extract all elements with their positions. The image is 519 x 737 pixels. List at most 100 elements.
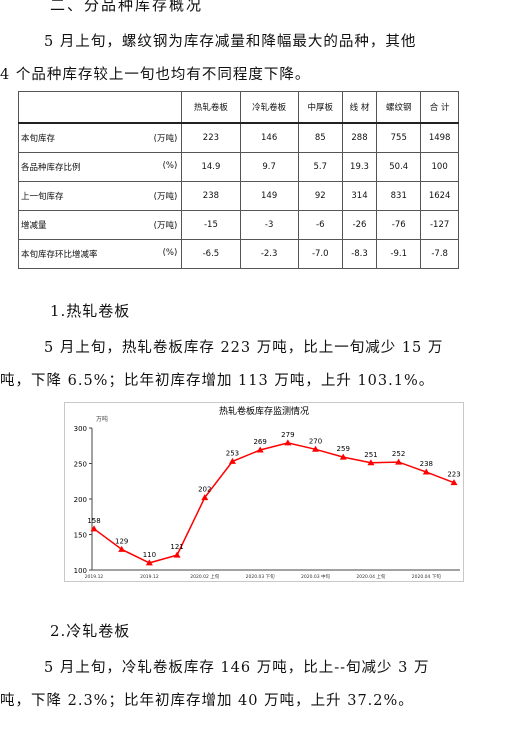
x-tick-label: 2019.12 <box>140 574 159 580</box>
table-header-cell: 中厚板 <box>297 91 343 124</box>
table-cell: 146 <box>239 122 299 153</box>
table-cell: 92 <box>297 181 343 211</box>
y-tick-label: 250 <box>74 461 87 469</box>
table-header-cell: 螺纹钢 <box>376 91 422 124</box>
x-tick-label: 2020.04 上旬 <box>356 573 386 580</box>
section1-line-2: 吨，下降 6.5%；比年初库存增加 113 万吨，上升 103.1%。 <box>0 373 435 389</box>
data-point <box>256 446 264 453</box>
intro-line-1: 5 月上旬，螺纹钢为库存减量和降幅最大的品种，其他 <box>44 34 417 50</box>
table-cell: -26 <box>341 210 378 240</box>
y-tick-label: 300 <box>74 425 87 433</box>
section-heading: 二、分品种库存概况 <box>50 0 204 14</box>
intro-line-2: 4 个品种库存较上一旬也均有不同程度下降。 <box>0 67 311 83</box>
table-row: 上一旬库存 (万吨) 238 149 92 314 831 1624 <box>17 181 459 211</box>
table-cell: 9.7 <box>239 152 299 182</box>
data-point <box>145 559 153 566</box>
data-point <box>173 551 181 558</box>
data-point <box>228 457 236 464</box>
table-cell: 100 <box>420 152 459 182</box>
data-label: 279 <box>281 431 294 439</box>
table-cell: 755 <box>376 122 422 153</box>
section2-line-2: 吨，下降 2.3%；比年初库存增加 40 万吨，上升 37.2%。 <box>0 693 414 709</box>
table-header-cell: 热轧卷板 <box>181 91 241 124</box>
x-tick-label: 2020.03 下旬 <box>246 573 276 580</box>
table-cell: 149 <box>239 181 299 211</box>
data-point <box>450 479 458 486</box>
table-cell: 314 <box>341 181 378 211</box>
table-cell: 50.4 <box>376 152 422 182</box>
table-cell: 223 <box>181 122 241 153</box>
table-row: 各品种库存比例 (%) 14.9 9.7 5.7 19.3 50.4 100 <box>17 152 459 182</box>
hot-rolled-chart: 热轧卷板库存监测情况 万吨 100 150 200 250 300 2019.12 2019.1… <box>64 402 464 582</box>
section1-paragraph: 5 月上旬，热轧卷板库存 223 万吨，比上一旬减少 15 万 吨，下降 6.5… <box>0 332 519 398</box>
chart-frame <box>64 402 464 582</box>
data-label: 253 <box>226 449 239 457</box>
data-label: 202 <box>198 486 211 494</box>
x-tick-label: 2019.12 <box>85 574 104 580</box>
x-tick-label: 2020.02 上旬 <box>190 573 220 580</box>
row-label: 增减量 (万吨) <box>17 210 183 240</box>
table-header-cell: 合 计 <box>420 91 459 124</box>
intro-paragraph: 5 月上旬，螺纹钢为库存减量和降幅最大的品种，其他 4 个品种库存较上一旬也均有… <box>0 26 519 92</box>
table-row: 本旬库存 (万吨) 223 146 85 288 755 1498 <box>17 122 459 153</box>
table-cell: -127 <box>420 210 459 240</box>
table-cell: -2.3 <box>239 239 299 269</box>
table-cell: -8.3 <box>341 239 378 269</box>
section2-title: 2.冷轧卷板 <box>50 622 131 640</box>
table-header-cell: 冷轧卷板 <box>239 91 299 124</box>
data-point <box>422 468 430 475</box>
table-cell: -3 <box>239 210 299 240</box>
table-cell: -9.1 <box>376 239 422 269</box>
data-point <box>201 494 209 501</box>
row-label: 各品种库存比例 (%) <box>17 152 183 182</box>
table-cell: -15 <box>181 210 241 240</box>
data-point <box>367 459 375 466</box>
y-tick-label: 100 <box>74 567 87 575</box>
chart-title: 热轧卷板库存监测情况 <box>219 405 309 417</box>
data-point <box>90 525 98 532</box>
x-tick-label: 2020.04 下旬 <box>412 573 442 580</box>
table-cell: -7.0 <box>297 239 343 269</box>
table-row: 本旬库存环比增减率 (%) -6.5 -2.3 -7.0 -8.3 -9.1 -7… <box>17 239 459 269</box>
y-axis-label: 万吨 <box>96 415 108 423</box>
table-cell: -6.5 <box>181 239 241 269</box>
table-header-cell <box>17 91 183 124</box>
table-cell: 85 <box>297 122 343 153</box>
data-label: 269 <box>253 438 266 446</box>
section1-line-1: 5 月上旬，热轧卷板库存 223 万吨，比上一旬减少 15 万 <box>44 340 444 356</box>
table-cell: 238 <box>181 181 241 211</box>
data-point <box>284 439 292 446</box>
table-cell: 1498 <box>420 122 459 153</box>
section2-paragraph: 5 月上旬，冷轧卷板库存 146 万吨，比上--旬减少 3 万 吨，下降 2.3… <box>0 652 519 718</box>
table-cell: -6 <box>297 210 343 240</box>
data-label: 238 <box>420 460 433 468</box>
data-point <box>395 458 403 465</box>
section2-line-1: 5 月上旬，冷轧卷板库存 146 万吨，比上--旬减少 3 万 <box>44 660 430 676</box>
table-row: 增减量 (万吨) -15 -3 -6 -26 -76 -127 <box>17 210 459 240</box>
table-cell: 19.3 <box>341 152 378 182</box>
data-label: 158 <box>87 517 100 525</box>
data-label: 121 <box>170 543 183 551</box>
inventory-table: 热轧卷板 冷轧卷板 中厚板 线 材 螺纹钢 合 计 本旬库存 (万吨) 223 1… <box>17 91 459 269</box>
series-line <box>93 442 455 564</box>
x-tick-label: 2020.03 中旬 <box>301 573 331 580</box>
data-label: 259 <box>337 445 350 453</box>
data-point <box>312 445 320 452</box>
table-header-row: 热轧卷板 冷轧卷板 中厚板 线 材 螺纹钢 合 计 <box>17 91 459 124</box>
table-cell: 14.9 <box>181 152 241 182</box>
data-label: 110 <box>143 551 156 559</box>
row-label: 本旬库存 (万吨) <box>17 122 183 153</box>
row-label: 本旬库存环比增减率 (%) <box>17 239 183 269</box>
data-label: 270 <box>309 437 322 445</box>
table-cell: 831 <box>376 181 422 211</box>
section1-title: 1.热轧卷板 <box>50 302 131 320</box>
table-cell: -76 <box>376 210 422 240</box>
data-label: 251 <box>364 451 377 459</box>
table-cell: -7.8 <box>420 239 459 269</box>
data-label: 223 <box>447 471 460 479</box>
row-label: 上一旬库存 (万吨) <box>17 181 183 211</box>
table-cell: 5.7 <box>297 152 343 182</box>
data-point <box>339 453 347 460</box>
y-tick-label: 200 <box>74 496 87 504</box>
